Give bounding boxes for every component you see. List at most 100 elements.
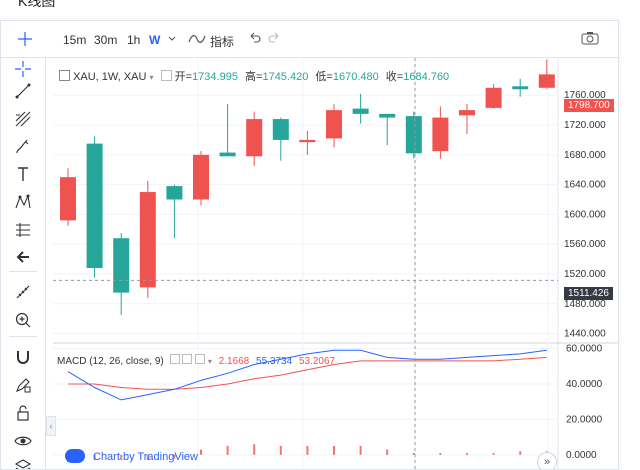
- tradingview-widget: 15m 30m 1h W 指标: [0, 20, 619, 470]
- macd-histogram-bar: [359, 445, 362, 455]
- macd-histogram-bar: [279, 445, 282, 455]
- magnet-icon[interactable]: [10, 346, 36, 368]
- candle-body: [246, 119, 263, 157]
- price-tick-label: 1720.000: [564, 120, 606, 131]
- macd-close-icon[interactable]: [195, 354, 206, 364]
- price-tick-label: 1680.000: [564, 150, 606, 161]
- candle-body: [166, 186, 183, 200]
- interval-1h[interactable]: 1h: [127, 33, 141, 47]
- candle-body: [405, 116, 422, 154]
- legend-close-label: 收=: [385, 71, 404, 83]
- candle-body: [512, 86, 529, 90]
- macd-histogram-bar: [466, 453, 468, 455]
- macd-histogram-bar: [412, 453, 415, 455]
- legend-open-label: 开=: [174, 71, 193, 83]
- candle-body: [299, 139, 316, 143]
- pencil-lock-icon[interactable]: [10, 374, 36, 396]
- price-tick-label: 1480.000: [564, 299, 606, 310]
- price-tick-label: 1760.000: [564, 90, 606, 101]
- macd-label[interactable]: MACD (12, 26, close, 9): [57, 356, 164, 367]
- price-tick-label: 1440.000: [564, 329, 606, 340]
- macd-tick-label: 20.0000: [566, 414, 603, 425]
- tradingview-logo-icon: [65, 449, 85, 463]
- redo-icon[interactable]: [267, 31, 281, 48]
- measure-icon[interactable]: [10, 219, 36, 241]
- tradingview-watermark[interactable]: Chart by TradingView: [65, 449, 198, 463]
- macd-settings-icon[interactable]: [169, 354, 180, 364]
- lock-icon[interactable]: [10, 402, 36, 424]
- top-toolbar: 15m 30m 1h W 指标: [1, 21, 618, 58]
- chevron-down-icon[interactable]: ▾: [207, 357, 212, 366]
- interval-30m[interactable]: 30m: [94, 33, 118, 47]
- macd-histogram-bar: [333, 445, 335, 455]
- price-tick-label: 1520.000: [564, 269, 606, 280]
- macd-histogram-bar: [120, 454, 123, 461]
- candle-body: [272, 119, 289, 140]
- macd-histogram-bar: [492, 453, 495, 455]
- drawing-toolbar: [1, 58, 46, 469]
- chart-canvas[interactable]: 1760.000 1720.000 1680.000 1640.000 1600.000…: [53, 58, 618, 469]
- crosshair-icon[interactable]: [10, 58, 36, 80]
- candle-body: [60, 177, 76, 221]
- legend-high-value: 1745.420: [262, 71, 309, 83]
- legend-low-value: 1670.480: [332, 71, 379, 83]
- legend-low-label: 低=: [315, 71, 333, 83]
- legend-collapse-icon[interactable]: [59, 70, 70, 81]
- macd-line: [67, 349, 547, 401]
- ruler-icon[interactable]: [10, 281, 36, 303]
- macd-histogram-bar: [93, 454, 96, 461]
- interval-1w[interactable]: W: [149, 33, 161, 47]
- macd-line-value: 55.3734: [256, 356, 293, 367]
- settings-icon[interactable]: [160, 70, 172, 81]
- last-price-tag: 1798.700: [564, 99, 614, 112]
- trend-line-icon[interactable]: [10, 80, 36, 102]
- watermark-text: Chart by TradingView: [93, 451, 198, 463]
- scroll-to-realtime-button[interactable]: »: [537, 452, 557, 469]
- brush-icon[interactable]: [10, 136, 36, 158]
- macd-histogram-bar: [386, 449, 389, 455]
- indicators-icon[interactable]: [188, 33, 206, 48]
- camera-icon[interactable]: [581, 31, 599, 48]
- candle-body: [538, 74, 555, 88]
- macd-legend: MACD (12, 26, close, 9) ▾ 2.1668 55.3734…: [57, 354, 335, 367]
- legend-close-value: 1684.760: [403, 71, 450, 83]
- macd-histogram-bar: [173, 454, 176, 459]
- text-icon[interactable]: [10, 163, 36, 185]
- zoom-in-icon[interactable]: [10, 309, 36, 331]
- macd-histogram-bar: [226, 445, 229, 455]
- macd-histogram-bar: [200, 449, 202, 455]
- crosshair-price-tag: 1511.426: [564, 287, 613, 300]
- macd-histogram-bar: [253, 444, 256, 455]
- macd-histogram-bar: [439, 453, 442, 455]
- pattern-icon[interactable]: [10, 191, 36, 213]
- candle-body: [432, 117, 449, 152]
- interval-15m[interactable]: 15m: [63, 33, 87, 47]
- price-tick-label: 1600.000: [564, 209, 606, 220]
- legend-high-label: 高=: [245, 71, 263, 83]
- pitchfork-icon[interactable]: [10, 108, 36, 130]
- macd-histogram-bar: [146, 454, 149, 461]
- top-caption-strip: K线图: [0, 0, 640, 10]
- crosshair-icon[interactable]: [17, 31, 33, 50]
- candle-body: [113, 238, 130, 293]
- eye-icon[interactable]: [10, 430, 36, 452]
- macd-histogram-bar: [306, 445, 309, 455]
- chevron-down-icon[interactable]: ▾: [149, 73, 154, 82]
- collapse-toolbar-button[interactable]: ‹: [46, 416, 56, 436]
- macd-visibility-icon[interactable]: [182, 354, 193, 364]
- price-tick-label: 1560.000: [564, 239, 606, 250]
- undo-icon[interactable]: [248, 31, 262, 48]
- legend-symbol[interactable]: XAU, 1W, XAU: [73, 71, 147, 83]
- candle-body: [379, 113, 396, 118]
- indicators-button[interactable]: 指标: [210, 35, 235, 49]
- candle-body: [459, 110, 475, 116]
- top-caption: K线图: [18, 0, 56, 9]
- price-legend: XAU, 1W, XAU ▾ 开=1734.995 高=1745.420 低=1…: [59, 68, 449, 84]
- back-arrow-icon[interactable]: [10, 246, 36, 268]
- macd-tick-label: 0.0000: [566, 450, 597, 461]
- chevron-down-icon[interactable]: [168, 33, 176, 47]
- macd-tick-label: 40.0000: [566, 379, 603, 390]
- chart-area[interactable]: 1760.000 1720.000 1680.000 1640.000 1600.000…: [53, 58, 618, 469]
- candle-body: [352, 108, 369, 114]
- macd-histogram-bar: [519, 451, 522, 455]
